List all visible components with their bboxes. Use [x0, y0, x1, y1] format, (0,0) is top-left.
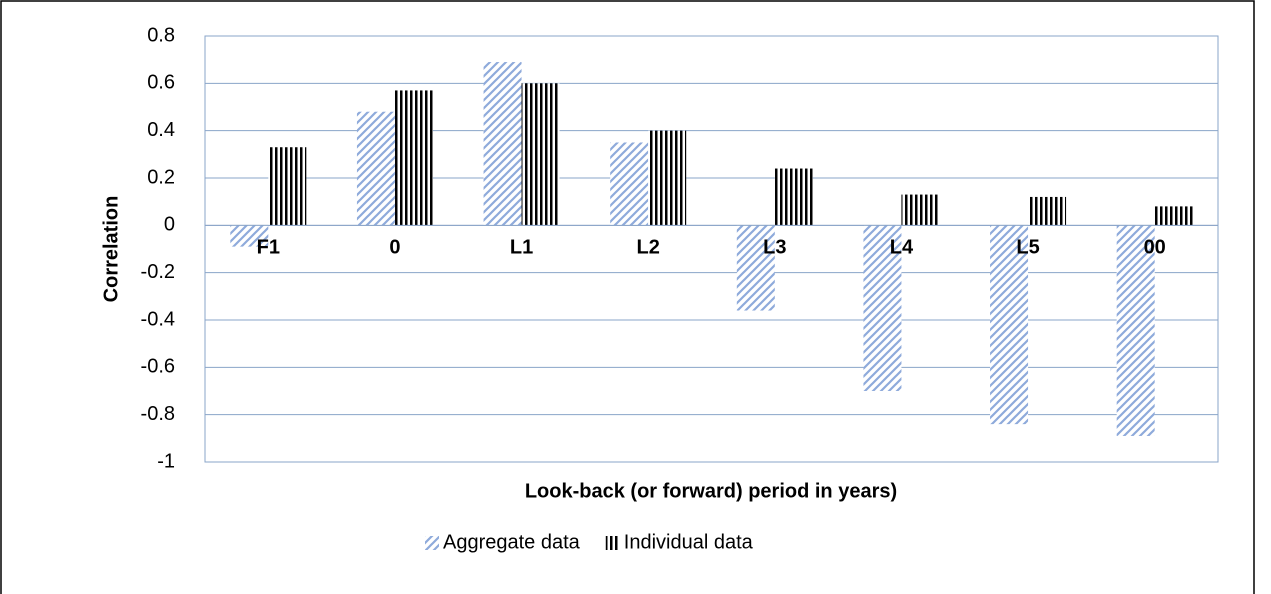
bar — [774, 168, 813, 226]
y-tick-label: -0.8 — [141, 403, 175, 425]
x-tick-label: L4 — [890, 237, 914, 259]
y-tick-label: 0.8 — [147, 24, 175, 46]
bar — [268, 147, 307, 226]
legend-swatch — [605, 536, 620, 550]
y-tick-label: 0.6 — [147, 72, 175, 94]
bar — [394, 90, 433, 226]
x-tick-label: L1 — [510, 237, 533, 259]
y-tick-label: -0.4 — [141, 308, 175, 330]
bar — [648, 130, 687, 226]
legend-swatch — [425, 536, 439, 550]
bar — [1116, 225, 1155, 436]
x-tick-label: L2 — [637, 237, 660, 259]
bar — [990, 225, 1029, 425]
x-tick-label: 00 — [1144, 237, 1166, 259]
y-tick-label: 0.2 — [147, 166, 175, 188]
x-tick-label: L3 — [763, 237, 786, 259]
bar — [1028, 196, 1067, 226]
plot-border — [204, 35, 1219, 463]
legend-label: Individual data — [624, 531, 754, 553]
y-tick-label: -1 — [157, 450, 175, 472]
bar — [356, 111, 395, 226]
bar — [863, 225, 902, 391]
x-axis-title: Look-back (or forward) period in years) — [525, 480, 897, 502]
y-tick-label: -0.6 — [141, 356, 175, 378]
y-tick-label: -0.2 — [141, 261, 175, 283]
bar — [230, 225, 269, 247]
x-tick-label: L5 — [1016, 237, 1039, 259]
bar — [610, 142, 649, 226]
x-tick-label: 0 — [389, 237, 400, 259]
bar — [1154, 206, 1193, 226]
y-axis-title: Correlation — [100, 196, 122, 303]
y-tick-label: 0 — [164, 214, 175, 236]
bar — [901, 194, 940, 226]
x-tick-label: F1 — [257, 237, 280, 259]
bar — [521, 83, 560, 226]
bar — [736, 225, 775, 311]
bar — [483, 62, 522, 226]
legend-label: Aggregate data — [443, 531, 581, 553]
y-tick-label: 0.4 — [147, 119, 175, 141]
